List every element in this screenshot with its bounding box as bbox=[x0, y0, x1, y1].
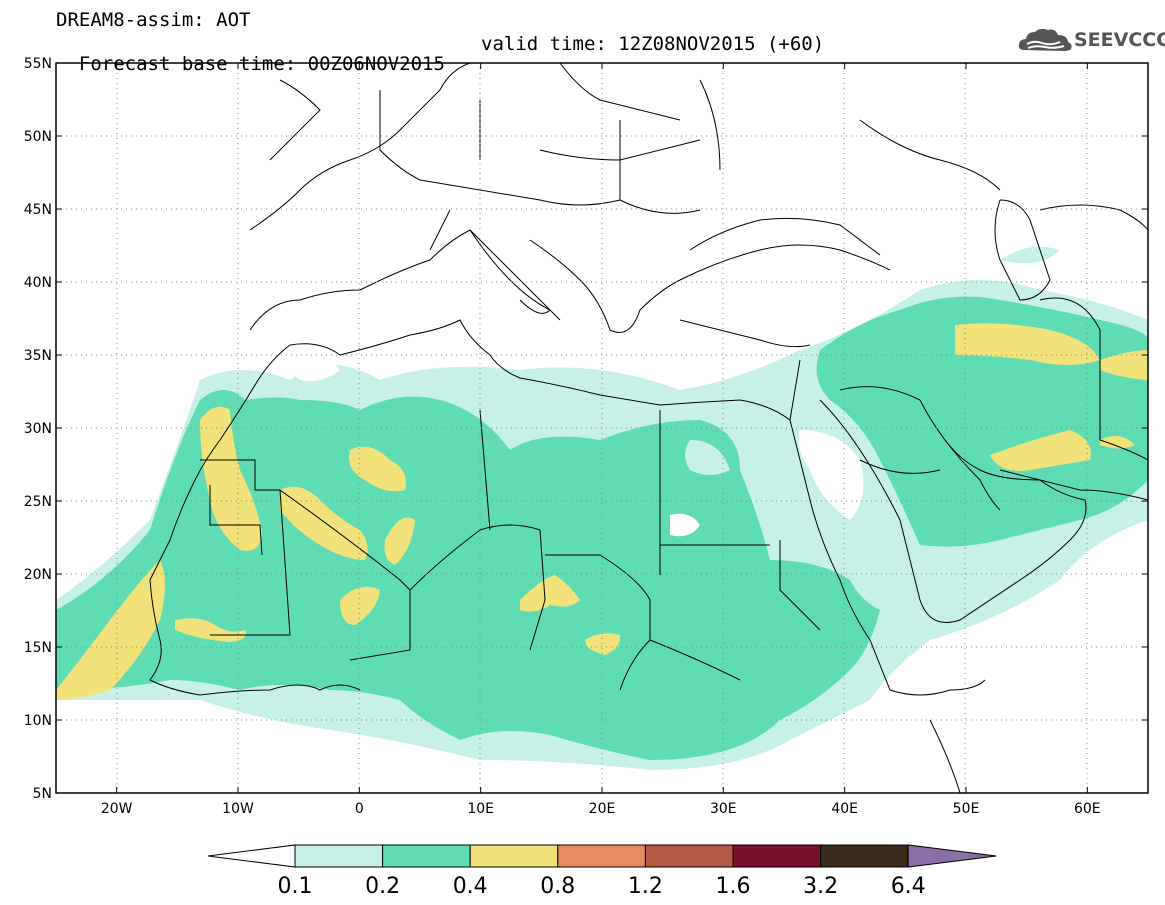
lat-tick-label: 10N bbox=[24, 713, 52, 729]
colorbar-level-label: 1.6 bbox=[716, 874, 751, 899]
colorbar-segment bbox=[382, 844, 471, 868]
colorbar-segment bbox=[469, 844, 559, 868]
boundaries bbox=[149, 63, 1148, 793]
seevccc-logo: SEEVCCC bbox=[1018, 26, 1165, 56]
base-time-label: Forecast base time: 00Z06NOV2015 bbox=[78, 53, 445, 75]
lat-tick-label: 25N bbox=[24, 494, 52, 510]
colorbar-over-arrow bbox=[907, 844, 997, 868]
graticule bbox=[56, 63, 1148, 793]
longitude-axis: 20W 10W 0 10E 20E 30E 40E 50E 60E bbox=[101, 63, 1101, 817]
lon-tick-label: 30E bbox=[710, 801, 737, 817]
colorbar-segment bbox=[820, 844, 909, 868]
lon-tick-label: 20W bbox=[101, 801, 133, 817]
lat-tick-label: 50N bbox=[24, 129, 52, 145]
cloud-icon bbox=[1018, 28, 1072, 51]
map-title: DREAM8-assim: AOT bbox=[56, 9, 251, 31]
forecast-time-line: Forecast base time: 00Z06NOV2015 valid t… bbox=[56, 34, 824, 94]
lon-tick-label: 50E bbox=[953, 801, 980, 817]
lon-tick-label: 10E bbox=[467, 801, 494, 817]
lon-tick-label: 20E bbox=[589, 801, 616, 817]
colorbar-segment bbox=[557, 844, 646, 868]
colorbar: 0.1 0.2 0.4 0.8 1.2 1.6 3.2 6.4 bbox=[207, 844, 997, 899]
lat-tick-label: 30N bbox=[24, 421, 52, 437]
lon-tick-label: 0 bbox=[355, 801, 364, 817]
lat-tick-label: 55N bbox=[24, 56, 52, 72]
lat-tick-label: 15N bbox=[24, 640, 52, 656]
aot-clear-areas bbox=[56, 349, 1148, 793]
colorbar-level-label: 6.4 bbox=[891, 874, 926, 899]
colorbar-level-label: 1.2 bbox=[628, 874, 663, 899]
lat-tick-label: 35N bbox=[24, 348, 52, 364]
colorbar-level-label: 0.4 bbox=[453, 874, 488, 899]
logo-text: SEEVCCC bbox=[1074, 29, 1165, 51]
latitude-axis: 55N 50N 45N 40N 35N 30N 25N 20N 15N 10N 5N bbox=[24, 56, 1148, 802]
colorbar-level-label: 0.8 bbox=[540, 874, 575, 899]
colorbar-segment bbox=[732, 844, 822, 868]
colorbar-segment bbox=[294, 844, 384, 868]
aot-fields bbox=[56, 246, 1148, 793]
colorbar-level-label: 3.2 bbox=[803, 874, 838, 899]
colorbar-under-arrow bbox=[207, 844, 296, 868]
lon-tick-label: 10W bbox=[222, 801, 254, 817]
valid-time-label: valid time: 12Z08NOV2015 (+60) bbox=[481, 33, 825, 55]
colorbar-level-label: 0.2 bbox=[365, 874, 400, 899]
lat-tick-label: 45N bbox=[24, 202, 52, 218]
colorbar-level-label: 0.1 bbox=[278, 874, 313, 899]
lat-tick-label: 40N bbox=[24, 275, 52, 291]
lon-tick-label: 40E bbox=[831, 801, 858, 817]
lon-tick-label: 60E bbox=[1074, 801, 1101, 817]
lat-tick-label: 5N bbox=[33, 786, 52, 802]
lat-tick-label: 20N bbox=[24, 567, 52, 583]
colorbar-segment bbox=[644, 844, 734, 868]
aot-band-0.4 bbox=[56, 323, 1148, 700]
